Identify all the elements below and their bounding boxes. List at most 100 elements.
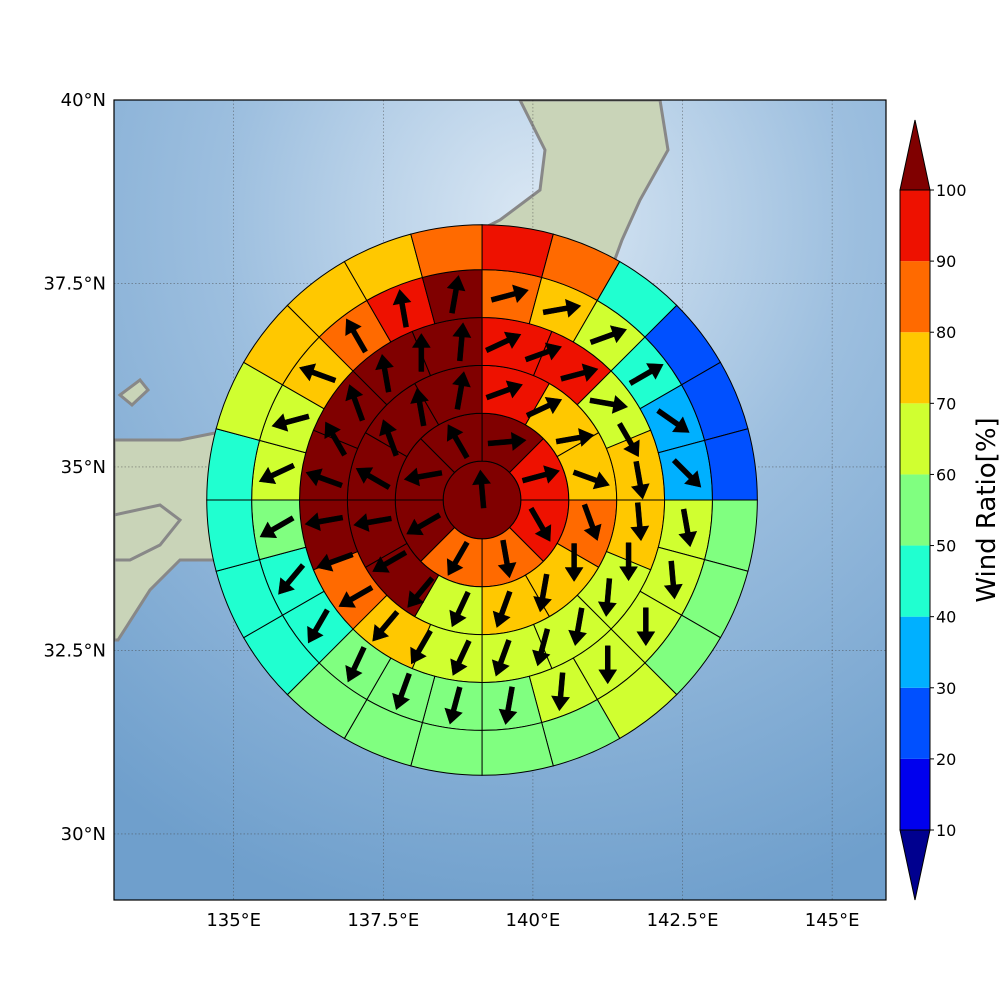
colorbar-bin	[900, 403, 930, 475]
lon-tick-label: 142.5°E	[647, 910, 719, 931]
colorbar-bin	[900, 758, 930, 830]
wind-vector-ring4-23	[446, 275, 466, 314]
wind-vector-ring2-13	[379, 419, 399, 457]
colorbar-tick-label: 80	[936, 323, 956, 342]
colorbar-tick-label: 100	[936, 181, 967, 200]
colorbar-bin	[900, 616, 930, 688]
wind-vector-ring1-6	[403, 467, 443, 487]
wind-vector-ring2-7	[492, 590, 513, 628]
wind-vector-ring3-6	[630, 502, 650, 542]
colorbar-tick-label: 50	[936, 537, 956, 556]
wind-vectors	[258, 275, 702, 725]
colorbar-frame	[899, 189, 931, 831]
colorbar-tick-label: 10	[936, 821, 956, 840]
wind-vector-ring4-4	[656, 408, 690, 433]
wind-vector-ring4-16	[278, 563, 306, 595]
wind-vector-ring2-12	[355, 467, 391, 490]
colorbar-tick-label: 90	[936, 252, 956, 271]
wind-vector-ring4-14	[345, 646, 367, 683]
colorbar-tick-label: 60	[936, 465, 956, 484]
wind-vector-ring4-22	[392, 289, 412, 328]
wind-vector-ring4-12	[444, 686, 463, 725]
lon-tick-label: 140°E	[506, 910, 561, 931]
wind-vector-ring3-10	[532, 628, 551, 667]
wind-vector-ring3-18	[305, 468, 343, 489]
colorbar-bin	[900, 687, 930, 759]
land-shikoku	[114, 503, 183, 562]
wind-vector-ring3-2	[560, 363, 599, 382]
wind-vector-ring4-19	[271, 413, 310, 432]
lat-tick-label: 37.5°N	[43, 273, 106, 294]
wind-vector-ring3-16	[316, 551, 354, 572]
wind-vector-ring2-11	[353, 513, 392, 532]
wind-vector-ring1-5	[406, 512, 442, 536]
wind-vector-ring2-9	[407, 576, 435, 608]
wind-vector-ring2-10	[372, 550, 408, 573]
lat-tick-label: 32.5°N	[43, 640, 106, 661]
sector-ring5-12	[410, 721, 483, 776]
wind-vector-ring2-14	[410, 387, 429, 427]
wind-vector-ring3-11	[491, 639, 512, 677]
wind-vector-ring4-18	[258, 462, 296, 485]
wind-vector-ring1-7	[446, 424, 470, 460]
lat-tick-label: 40°N	[61, 90, 106, 111]
map-panel	[113, 99, 887, 901]
colorbar-tick-label: 30	[936, 679, 956, 698]
wind-vector-ring1-2	[528, 506, 552, 542]
wind-vector-ring4-0	[490, 284, 529, 303]
colorbar-extend-min	[899, 829, 931, 901]
axis-tick-labels: 135°E 137.5°E 140°E 142.5°E 145°E 30°N 32.5°N 3…	[43, 90, 859, 931]
wind-vector-ring3-22	[411, 333, 431, 372]
sector-ring5-0	[481, 224, 554, 279]
colorbar: 10 20 30 40 50 60 70 80 90 100	[899, 119, 967, 901]
wind-vector-ring4-1	[542, 298, 582, 318]
sector-ring5-5	[703, 428, 758, 501]
colorbar-tick-label: 70	[936, 394, 956, 413]
wind-vector-ring3-14	[372, 610, 400, 642]
wind-vector-ring3-0	[485, 331, 522, 353]
sector-ring5-6	[703, 499, 758, 572]
colorbar-tick-label: 20	[936, 750, 956, 769]
colorbar-bin	[900, 190, 930, 262]
wind-vector-ring4-5	[671, 458, 702, 488]
wind-vector-ring3-7	[619, 542, 639, 582]
wind-vector-ring4-10	[551, 672, 570, 712]
wind-vector-ring1-1	[521, 465, 560, 484]
wind-vector-ring3-1	[524, 342, 562, 363]
wind-vector-ring2-15	[452, 371, 471, 410]
wind-vector-ring3-3	[589, 395, 629, 414]
wind-vector-ring4-3	[628, 363, 664, 386]
sector-ring5-17	[206, 499, 261, 572]
colorbar-tick-label: 40	[936, 608, 956, 627]
wind-vector-ring4-7	[663, 560, 683, 600]
wind-vector-ring3-9	[568, 607, 587, 646]
wind-vector-ring3-13	[410, 629, 433, 665]
wind-vector-ring4-6	[678, 508, 698, 548]
wind-vector-ring4-9	[598, 645, 618, 685]
wind-vector-ring4-8	[636, 607, 656, 647]
colorbar-bin	[900, 545, 930, 617]
wind-vector-ring4-2	[589, 325, 627, 346]
wind-vector-ring3-4	[617, 422, 640, 458]
wind-vector-ring3-8	[597, 578, 617, 617]
colorbar-bin	[900, 332, 930, 404]
wind-vector-ring3-12	[450, 639, 472, 676]
wind-vector-ring3-19	[324, 421, 348, 457]
wind-vector-ring3-17	[304, 512, 344, 532]
wind-vector-ring2-0	[485, 380, 523, 401]
wind-vector-ring3-15	[338, 585, 374, 608]
wind-vector-ring3-21	[375, 354, 394, 393]
lon-tick-label: 137.5°E	[347, 910, 419, 931]
colorbar-bin	[900, 474, 930, 546]
map-frame	[113, 99, 887, 901]
colorbar-extend-max	[899, 119, 931, 191]
wind-vector-ring4-17	[259, 515, 295, 539]
wind-vector-ring3-20	[345, 384, 366, 422]
wind-vector-center	[472, 469, 491, 509]
colorbar-label: Wind Ratio[%]	[972, 417, 1000, 602]
wind-vector-ring4-20	[299, 363, 337, 384]
wind-vector-ring1-4	[446, 540, 470, 576]
wind-vector-ring2-8	[449, 590, 471, 628]
sector-ring5-18	[206, 428, 261, 501]
